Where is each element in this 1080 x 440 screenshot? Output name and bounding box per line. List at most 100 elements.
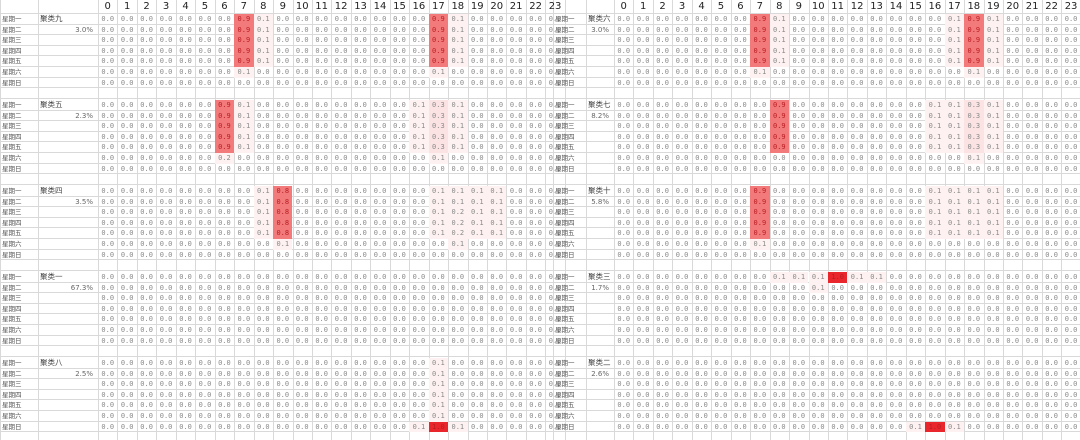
heat-cell[interactable]: 0.0 <box>295 359 309 367</box>
heat-cell[interactable]: 0.0 <box>656 164 669 173</box>
heat-cell[interactable]: 0.0 <box>470 57 484 66</box>
heat-cell[interactable]: 0.0 <box>276 68 290 76</box>
heat-cell[interactable]: 0.0 <box>850 132 864 141</box>
heat-cell[interactable]: 0.9 <box>234 56 254 67</box>
heat-cell[interactable]: 0.0 <box>831 218 844 227</box>
heat-cell[interactable]: 0.9 <box>234 14 254 25</box>
heat-cell[interactable]: 0.0 <box>753 122 767 131</box>
heat-cell[interactable]: 0.0 <box>675 78 689 87</box>
heat-cell[interactable]: 0.0 <box>1045 412 1058 420</box>
heat-cell[interactable]: 0.0 <box>850 315 864 324</box>
heat-cell[interactable]: 0.0 <box>967 315 981 324</box>
heat-cell[interactable]: 0.0 <box>695 283 708 292</box>
heat-cell[interactable]: 0.0 <box>101 122 115 131</box>
heat-cell[interactable]: 0.0 <box>120 422 134 431</box>
heat-cell[interactable]: 0.0 <box>529 369 542 378</box>
heat-cell[interactable]: 0.0 <box>393 132 406 141</box>
heat-cell[interactable]: 0.0 <box>470 380 484 389</box>
heat-cell[interactable]: 0.0 <box>889 101 903 109</box>
heat-cell[interactable]: 0.0 <box>237 78 251 87</box>
heat-cell[interactable]: 0.0 <box>850 369 864 378</box>
heat-cell[interactable]: 0.0 <box>850 36 864 45</box>
heat-cell[interactable]: 0.0 <box>159 197 173 206</box>
heat-cell[interactable]: 0.0 <box>675 25 689 34</box>
heat-cell[interactable]: 0.0 <box>695 187 708 195</box>
heat-cell[interactable]: 0.0 <box>714 229 728 238</box>
heat-cell[interactable]: 0.0 <box>120 68 134 76</box>
heat-cell[interactable]: 0.0 <box>617 315 631 324</box>
heat-cell[interactable]: 0.0 <box>753 326 767 334</box>
heat-cell[interactable]: 0.0 <box>509 326 523 334</box>
heat-cell[interactable]: 0.0 <box>675 111 689 120</box>
heat-cell[interactable]: 0.0 <box>1025 197 1039 206</box>
heat-cell[interactable]: 0.0 <box>656 422 669 431</box>
heat-cell[interactable]: 0.0 <box>373 111 387 120</box>
heat-cell[interactable]: 0.0 <box>1064 78 1078 87</box>
heat-cell[interactable]: 0.1 <box>983 14 1003 25</box>
heat-cell[interactable]: 0.0 <box>1045 359 1058 367</box>
heat-cell[interactable]: 0.0 <box>354 15 367 23</box>
heat-cell[interactable]: 0.0 <box>636 294 650 303</box>
heat-cell[interactable]: 0.0 <box>753 380 767 389</box>
heat-cell[interactable]: 0.0 <box>198 294 212 303</box>
heat-cell[interactable]: 0.0 <box>354 229 367 238</box>
heat-cell[interactable]: 0.0 <box>276 132 290 141</box>
heat-cell[interactable]: 0.0 <box>373 359 387 367</box>
heat-cell[interactable]: 0.0 <box>909 164 922 173</box>
heat-cell[interactable]: 0.0 <box>198 25 212 34</box>
heat-cell[interactable]: 0.0 <box>412 336 426 345</box>
heat-cell[interactable]: 0.0 <box>218 369 231 378</box>
heat-cell[interactable]: 0.0 <box>548 359 562 367</box>
heat-cell[interactable]: 0.0 <box>1064 36 1078 45</box>
heat-cell[interactable]: 0.0 <box>237 422 251 431</box>
heat-cell[interactable]: 0.0 <box>636 164 650 173</box>
heat-cell[interactable]: 0.0 <box>315 208 328 217</box>
heat-cell[interactable]: 0.0 <box>140 412 153 420</box>
heat-cell[interactable]: 0.0 <box>928 250 942 259</box>
heat-cell[interactable]: 0.0 <box>101 412 115 420</box>
heat-cell[interactable]: 0.0 <box>373 336 387 345</box>
heat-cell[interactable]: 0.0 <box>295 390 309 399</box>
heat-cell[interactable]: 0.1 <box>944 142 965 153</box>
heat-cell[interactable]: 0.0 <box>470 283 484 292</box>
heat-cell[interactable]: 0.0 <box>986 326 1000 334</box>
heat-cell[interactable]: 0.0 <box>753 359 767 367</box>
heat-cell[interactable]: 0.0 <box>948 336 961 345</box>
heat-cell[interactable]: 0.0 <box>675 143 689 152</box>
heat-cell[interactable]: 0.0 <box>986 380 1000 389</box>
heat-cell[interactable]: 0.0 <box>734 164 747 173</box>
heat-cell[interactable]: 0.0 <box>509 57 523 66</box>
heat-cell[interactable]: 0.0 <box>617 326 631 334</box>
heat-cell[interactable]: 0.0 <box>695 336 708 345</box>
heat-cell[interactable]: 0.1 <box>428 411 449 422</box>
heat-cell[interactable]: 0.0 <box>218 78 231 87</box>
heat-cell[interactable]: 0.0 <box>451 154 465 162</box>
heat-cell[interactable]: 0.0 <box>490 122 504 131</box>
heat-cell[interactable]: 0.0 <box>412 218 426 227</box>
heat-cell[interactable]: 0.0 <box>636 369 650 378</box>
heat-cell[interactable]: 0.0 <box>870 154 883 162</box>
heat-cell[interactable]: 0.0 <box>1045 240 1058 248</box>
heat-cell[interactable]: 0.0 <box>237 401 251 410</box>
heat-cell[interactable]: 0.0 <box>714 401 728 410</box>
heat-cell[interactable]: 0.0 <box>276 401 290 410</box>
heat-cell[interactable]: 0.1 <box>983 110 1003 122</box>
heat-cell[interactable]: 0.0 <box>889 283 903 292</box>
heat-cell[interactable]: 0.0 <box>1045 132 1058 141</box>
heat-cell[interactable]: 0.0 <box>734 422 747 431</box>
heat-cell[interactable]: 0.0 <box>928 326 942 334</box>
heat-cell[interactable]: 0.0 <box>490 369 504 378</box>
heat-cell[interactable]: 0.0 <box>889 401 903 410</box>
heat-cell[interactable]: 0.0 <box>373 101 387 109</box>
heat-cell[interactable]: 0.0 <box>772 218 786 227</box>
heat-cell[interactable]: 0.0 <box>373 78 387 87</box>
heat-cell[interactable]: 0.0 <box>889 164 903 173</box>
heat-cell[interactable]: 0.0 <box>734 15 747 23</box>
heat-cell[interactable]: 0.0 <box>393 422 406 431</box>
heat-cell[interactable]: 0.0 <box>548 315 562 324</box>
heat-cell[interactable]: 0.0 <box>218 46 231 55</box>
heat-cell[interactable]: 0.0 <box>451 315 465 324</box>
heat-cell[interactable]: 0.0 <box>772 315 786 324</box>
heat-cell[interactable]: 0.0 <box>237 197 251 206</box>
heat-cell[interactable]: 0.0 <box>1045 111 1058 120</box>
